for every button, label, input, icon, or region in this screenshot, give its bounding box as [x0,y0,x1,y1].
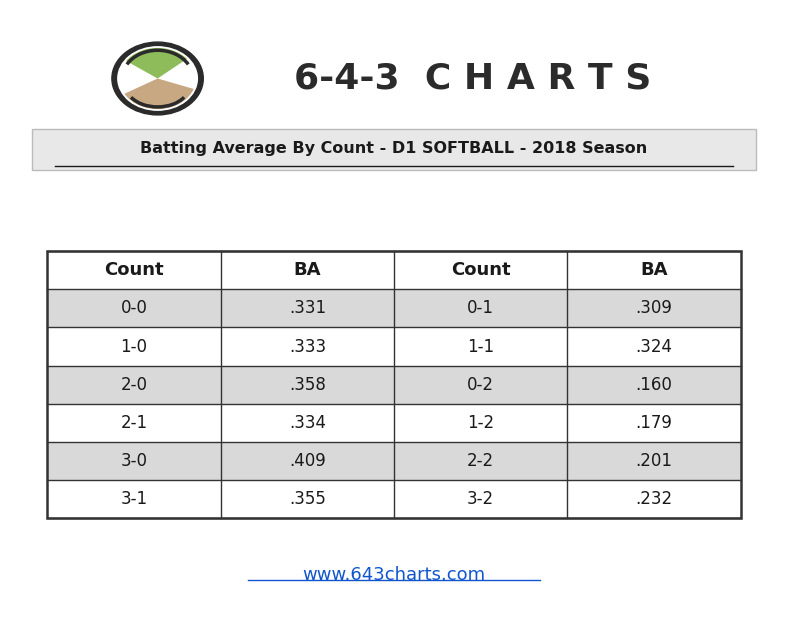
Circle shape [112,42,203,115]
FancyBboxPatch shape [32,129,756,170]
Text: 3-2: 3-2 [467,490,494,508]
Text: 0-1: 0-1 [467,300,494,317]
Text: 0-0: 0-0 [121,300,147,317]
Text: .232: .232 [635,490,673,508]
Text: .358: .358 [289,376,325,394]
Text: Count: Count [104,261,164,279]
Text: 2-2: 2-2 [467,452,494,470]
Text: 3-0: 3-0 [121,452,147,470]
FancyBboxPatch shape [47,365,741,404]
Text: 0-2: 0-2 [467,376,494,394]
Text: .333: .333 [288,337,326,355]
Text: BA: BA [641,261,667,279]
FancyBboxPatch shape [47,442,741,480]
Text: .179: .179 [636,414,672,432]
Text: .324: .324 [636,337,672,355]
Text: 1-2: 1-2 [467,414,494,432]
Text: 2-1: 2-1 [121,414,147,432]
Text: www.643charts.com: www.643charts.com [303,566,485,583]
Text: .309: .309 [636,300,672,317]
Text: .331: .331 [288,300,326,317]
FancyBboxPatch shape [47,290,741,327]
Text: 6-4-3  C H A R T S: 6-4-3 C H A R T S [294,62,652,95]
Text: .409: .409 [289,452,325,470]
Text: 2-0: 2-0 [121,376,147,394]
Text: .355: .355 [289,490,325,508]
Text: 1-0: 1-0 [121,337,147,355]
Text: .334: .334 [289,414,325,432]
Text: 1-1: 1-1 [467,337,494,355]
Wedge shape [126,48,187,78]
Wedge shape [125,78,194,109]
Text: .201: .201 [636,452,672,470]
Text: 3-1: 3-1 [121,490,147,508]
Text: .160: .160 [636,376,672,394]
Text: Count: Count [451,261,511,279]
Text: BA: BA [294,261,321,279]
Text: Batting Average By Count - D1 SOFTBALL - 2018 Season: Batting Average By Count - D1 SOFTBALL -… [140,141,648,156]
Circle shape [118,47,197,110]
